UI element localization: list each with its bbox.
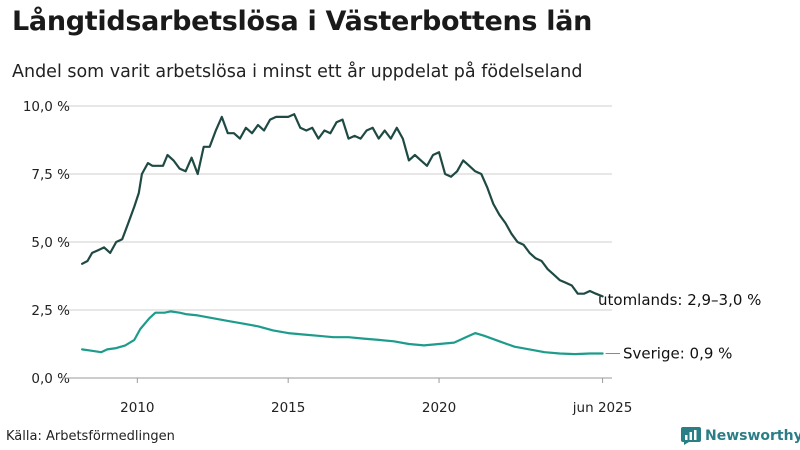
chart-title: Långtidsarbetslösa i Västerbottens län: [12, 6, 593, 37]
chart-subtitle: Andel som varit arbetslösa i minst ett å…: [12, 62, 583, 82]
series-line-utomlands: [81, 113, 604, 298]
y-tick-label: 5,0 %: [31, 235, 70, 251]
x-tick-label: 2015: [271, 400, 305, 416]
x-tick-label: jun 2025: [572, 400, 633, 416]
y-tick-label: 0,0 %: [31, 371, 70, 387]
y-tick-label: 7,5 %: [31, 167, 70, 183]
series-line-sverige: [81, 310, 604, 356]
source-note: Källa: Arbetsförmedlingen: [6, 429, 175, 444]
y-tick-label: 10,0 %: [23, 99, 70, 115]
end-label-sverige: Sverige: 0,9 %: [623, 345, 732, 363]
newsworthy-logo-icon: [681, 427, 701, 445]
end-label-utomlands: utomlands: 2,9–3,0 %: [598, 291, 761, 309]
y-tick-label: 2,5 %: [31, 303, 70, 319]
x-tick-label: 2010: [120, 400, 154, 416]
brand-name: Newsworthy: [705, 428, 800, 444]
x-tick-label: 2020: [422, 400, 456, 416]
brand-logo[interactable]: Newsworthy: [681, 427, 800, 445]
